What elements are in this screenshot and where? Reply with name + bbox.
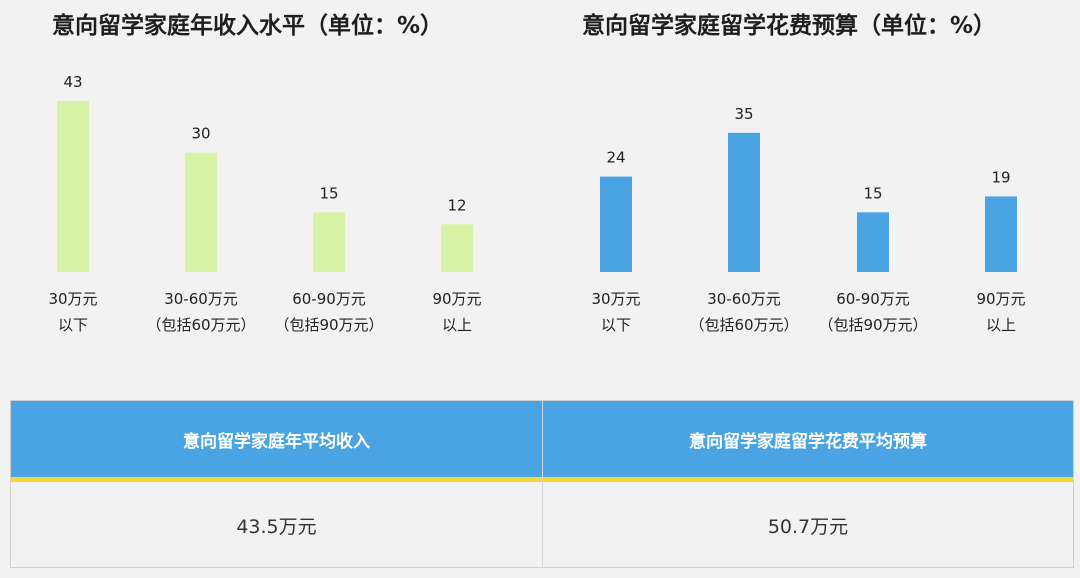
budget-value-label-4: 19 — [991, 168, 1010, 186]
budget-value-label-1: 24 — [606, 149, 625, 167]
income-value-label-3: 15 — [319, 184, 338, 202]
budget-category-label-2-line-1: 30-60万元 — [707, 290, 781, 308]
budget-category-label-4-line-2: 以上 — [986, 316, 1016, 334]
budget-category-label-3-line-1: 60-90万元 — [836, 290, 910, 308]
income-category-label-3-line-2: （包括90万元） — [274, 316, 383, 334]
budget-bar-1 — [600, 176, 632, 272]
summary-header-budget: 意向留学家庭留学花费平均预算 — [543, 401, 1073, 482]
income-value-label-1: 43 — [63, 73, 82, 91]
summary-header-income: 意向留学家庭年平均收入 — [11, 401, 542, 482]
budget-category-label-2-line-2: （包括60万元） — [689, 316, 798, 334]
summary-column-budget: 意向留学家庭留学花费平均预算 50.7万元 — [542, 401, 1073, 567]
income-bar-3 — [313, 212, 345, 272]
income-bar-2 — [185, 152, 217, 272]
budget-value-label-3: 15 — [863, 184, 882, 202]
budget-bar-3 — [857, 212, 889, 272]
budget-category-label-3-line-2: （包括90万元） — [818, 316, 927, 334]
income-category-label-1-line-1: 30万元 — [48, 290, 97, 308]
income-value-label-2: 30 — [191, 125, 210, 143]
summary-value-income: 43.5万元 — [236, 515, 317, 538]
budget-bar-4 — [985, 196, 1017, 272]
chart-title-income: 意向留学家庭年收入水平（单位：%） — [52, 13, 444, 39]
summary-column-income: 意向留学家庭年平均收入 43.5万元 — [11, 401, 542, 567]
income-category-label-2-line-2: （包括60万元） — [146, 316, 255, 334]
income-category-label-2-line-1: 30-60万元 — [164, 290, 238, 308]
chart-title-budget: 意向留学家庭留学花费预算（单位：%） — [582, 13, 997, 39]
income-category-label-3-line-1: 60-90万元 — [292, 290, 366, 308]
income-category-label-4-line-2: 以上 — [442, 316, 472, 334]
budget-category-label-4-line-1: 90万元 — [976, 290, 1025, 308]
budget-value-label-2: 35 — [734, 105, 753, 123]
income-category-label-1-line-2: 以下 — [58, 316, 88, 334]
income-bar-1 — [57, 101, 89, 272]
budget-bar-2 — [728, 132, 760, 272]
income-bar-4 — [441, 224, 473, 272]
income-category-label-4-line-1: 90万元 — [432, 290, 481, 308]
income-value-label-4: 12 — [447, 196, 466, 214]
budget-category-label-1-line-2: 以下 — [601, 316, 631, 334]
summary-value-budget: 50.7万元 — [767, 515, 849, 538]
summary-table: 意向留学家庭年平均收入 43.5万元 意向留学家庭留学花费平均预算 50.7万元 — [10, 400, 1074, 568]
budget-category-label-1-line-1: 30万元 — [591, 290, 640, 308]
